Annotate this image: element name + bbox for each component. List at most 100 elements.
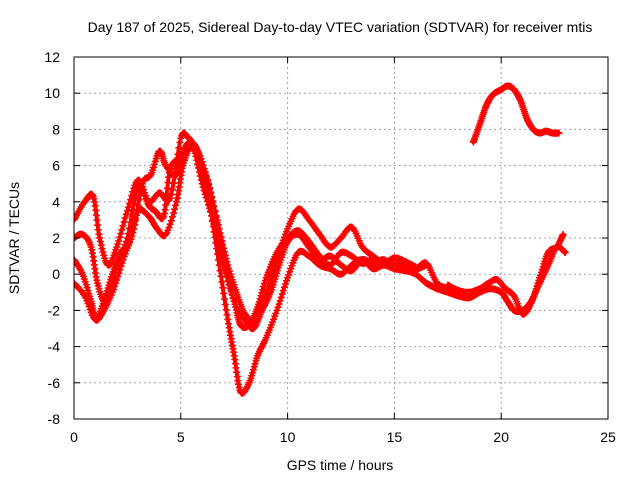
data-point [170,209,178,217]
data-point [208,193,216,201]
data-point [131,218,138,225]
data-point [165,224,173,231]
data-point [285,271,293,279]
data-point [114,240,122,248]
series-track-6 [444,230,567,318]
data-point [129,225,137,233]
data-point [120,218,128,226]
data-point [214,224,222,232]
x-tick-label: 0 [70,429,78,445]
data-point [137,187,145,195]
data-point [99,248,107,256]
data-point [85,303,93,310]
data-point [213,219,221,227]
data-point [202,174,210,182]
data-point [220,252,227,260]
data-point [115,269,123,277]
data-point [173,198,180,206]
series-track-4 [74,144,462,333]
data-point [221,295,228,303]
data-point [273,306,281,314]
data-point [280,283,288,291]
data-point [96,234,104,242]
data-point [218,278,226,286]
data-point [127,232,135,240]
data-point [112,279,120,287]
data-point [130,200,138,208]
data-point [278,290,286,298]
data-point [74,216,78,224]
data-point [121,214,129,222]
data-point [211,208,219,216]
x-tick-label: 25 [600,429,616,445]
y-tick-label: 12 [44,49,60,65]
data-point [227,286,235,294]
data-point [171,205,179,213]
data-point [169,213,176,221]
data-point [215,230,223,238]
data-point [118,226,126,234]
x-tick-label: 10 [280,429,296,445]
series-track-7 [469,82,563,146]
data-point [213,245,221,253]
data-point [222,262,230,270]
data-point [98,245,106,253]
data-point [276,297,284,305]
data-point [168,186,176,193]
data-point [117,262,125,270]
data-point [559,230,567,238]
data-point [274,303,282,311]
x-axis-label: GPS time / hours [287,457,394,473]
data-point [282,280,289,288]
data-point [123,207,131,215]
data-point [216,267,224,275]
data-point [216,236,224,244]
data-series [74,82,569,397]
data-point [111,283,119,290]
y-tick-label: 2 [52,230,60,246]
data-point [225,277,233,285]
data-point [116,233,124,241]
data-point [175,144,183,152]
data-point [114,273,122,281]
data-point [113,276,121,284]
data-point [561,249,569,256]
data-point [555,129,563,137]
data-point [125,203,132,211]
y-tick-label: 10 [44,85,60,101]
data-point [229,294,237,302]
x-tick-label: 20 [493,429,509,445]
y-tick-label: -2 [48,302,61,318]
y-tick-label: -6 [48,375,61,391]
data-point [122,210,130,218]
data-point [200,167,208,175]
data-point [249,366,257,374]
data-point [208,217,216,225]
data-point [212,213,220,221]
data-point [206,185,214,193]
data-point [219,284,227,292]
data-point [212,239,220,247]
data-point [209,223,217,230]
data-point [204,177,211,185]
data-point [136,191,144,199]
data-point [219,247,226,255]
data-point [210,228,218,236]
data-point [130,221,138,229]
data-point [138,183,145,191]
data-point [97,241,105,249]
chart-title: Day 187 of 2025, Sidereal Day-to-day VTE… [88,19,593,35]
data-point [201,171,209,179]
data-point [228,290,236,298]
data-point [135,196,143,204]
y-tick-label: 0 [52,266,60,282]
data-point [128,229,136,237]
y-tick-label: 4 [52,194,60,210]
data-point [117,230,125,238]
axis-ticks: 0 5 10 15 20 25 -8 -6 -4 -2 0 2 4 6 8 10 12 [44,49,616,445]
x-tick-label: 5 [177,429,185,445]
data-point [167,217,175,225]
data-point [220,289,228,297]
